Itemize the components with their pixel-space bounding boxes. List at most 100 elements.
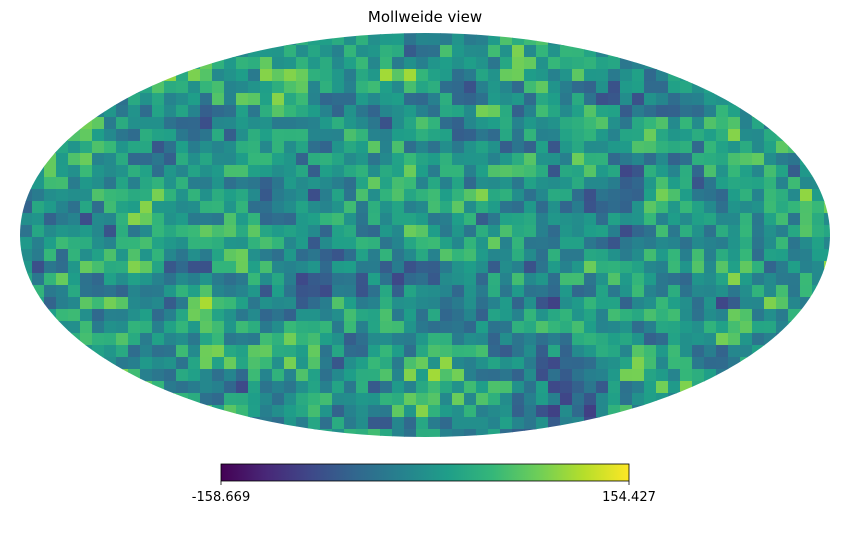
sky-pixel	[548, 285, 561, 298]
sky-pixel	[248, 261, 261, 274]
sky-pixel	[92, 369, 105, 382]
sky-pixel	[188, 309, 201, 322]
sky-pixel	[140, 261, 153, 274]
sky-pixel	[716, 129, 729, 142]
sky-pixel	[788, 333, 801, 346]
sky-pixel	[812, 153, 825, 166]
sky-pixel	[224, 285, 237, 298]
sky-pixel	[800, 249, 813, 262]
sky-pixel	[608, 261, 621, 274]
sky-pixel	[20, 381, 33, 394]
sky-pixel	[440, 225, 453, 238]
sky-pixel	[608, 297, 621, 310]
sky-pixel	[200, 381, 213, 394]
sky-pixel	[824, 189, 830, 202]
sky-pixel	[248, 237, 261, 250]
sky-pixel	[308, 81, 321, 94]
sky-pixel	[596, 285, 609, 298]
sky-pixel	[704, 105, 717, 118]
sky-pixel	[560, 309, 573, 322]
sky-pixel	[368, 429, 381, 437]
sky-pixel	[140, 201, 153, 214]
sky-pixel	[56, 321, 69, 334]
sky-pixel	[92, 57, 105, 70]
sky-pixel	[452, 201, 465, 214]
sky-pixel	[200, 33, 213, 46]
sky-pixel	[824, 381, 830, 394]
sky-pixel	[704, 141, 717, 154]
sky-pixel	[200, 141, 213, 154]
sky-pixel	[188, 117, 201, 130]
sky-pixel	[68, 57, 81, 70]
sky-pixel	[416, 285, 429, 298]
sky-pixel	[20, 393, 33, 406]
sky-pixel	[800, 45, 813, 58]
sky-pixel	[32, 249, 45, 262]
sky-pixel	[596, 57, 609, 70]
sky-pixel	[596, 45, 609, 58]
sky-pixel	[668, 189, 681, 202]
sky-pixel	[704, 393, 717, 406]
sky-pixel	[368, 213, 381, 226]
sky-pixel	[56, 201, 69, 214]
sky-pixel	[488, 237, 501, 250]
sky-pixel	[200, 165, 213, 178]
sky-pixel	[464, 357, 477, 370]
sky-pixel	[488, 213, 501, 226]
sky-pixel	[188, 405, 201, 418]
sky-pixel	[620, 417, 633, 430]
sky-pixel	[812, 69, 825, 82]
sky-pixel	[560, 321, 573, 334]
sky-pixel	[356, 405, 369, 418]
sky-pixel	[812, 177, 825, 190]
sky-pixel	[488, 357, 501, 370]
sky-pixel	[20, 273, 33, 286]
sky-pixel	[104, 429, 117, 437]
sky-pixel	[752, 237, 765, 250]
sky-pixel	[236, 321, 249, 334]
sky-pixel	[140, 285, 153, 298]
sky-pixel	[272, 369, 285, 382]
sky-pixel	[716, 429, 729, 437]
sky-pixel	[452, 33, 465, 46]
sky-pixel	[44, 201, 57, 214]
sky-pixel	[692, 405, 705, 418]
sky-pixel	[572, 333, 585, 346]
sky-pixel	[644, 69, 657, 82]
sky-pixel	[776, 153, 789, 166]
sky-pixel	[320, 69, 333, 82]
sky-pixel	[260, 225, 273, 238]
sky-pixel	[296, 405, 309, 418]
sky-pixel	[488, 225, 501, 238]
sky-pixel	[128, 405, 141, 418]
sky-pixel	[356, 93, 369, 106]
sky-pixel	[764, 165, 777, 178]
sky-pixel	[152, 393, 165, 406]
sky-pixel	[128, 249, 141, 262]
sky-pixel	[716, 249, 729, 262]
sky-pixel	[536, 297, 549, 310]
sky-pixel	[692, 81, 705, 94]
sky-pixel	[68, 69, 81, 82]
sky-pixel	[512, 417, 525, 430]
sky-pixel	[704, 69, 717, 82]
sky-pixel	[152, 129, 165, 142]
sky-pixel	[620, 165, 633, 178]
sky-pixel	[704, 57, 717, 70]
sky-pixel	[596, 273, 609, 286]
sky-pixel	[764, 129, 777, 142]
sky-pixel	[524, 93, 537, 106]
sky-pixel	[188, 105, 201, 118]
sky-pixel	[392, 201, 405, 214]
sky-pixel	[368, 237, 381, 250]
sky-pixel	[404, 213, 417, 226]
sky-pixel	[512, 57, 525, 70]
sky-pixel	[812, 33, 825, 46]
sky-pixel	[416, 153, 429, 166]
sky-pixel	[176, 117, 189, 130]
sky-pixel	[380, 33, 393, 46]
sky-pixel	[212, 285, 225, 298]
sky-pixel	[188, 189, 201, 202]
sky-pixel	[572, 45, 585, 58]
sky-pixel	[68, 249, 81, 262]
